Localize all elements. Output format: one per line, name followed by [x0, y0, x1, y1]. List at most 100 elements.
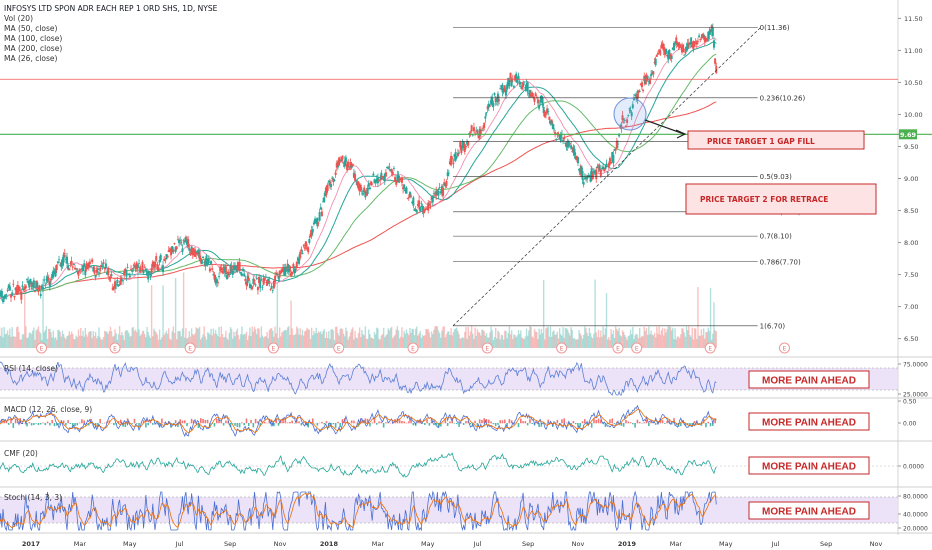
macd-histogram-bar [275, 418, 278, 424]
macd-histogram-bar [510, 420, 513, 424]
macd-histogram-bar [366, 418, 369, 424]
candle-body [440, 185, 443, 194]
candle-body [538, 104, 541, 109]
macd-histogram-bar [634, 423, 636, 428]
volume-bar [74, 339, 76, 348]
volume-bar [580, 335, 583, 348]
volume-bar [313, 330, 315, 348]
volume-bar [433, 329, 435, 348]
candle-body [227, 271, 230, 276]
candle-body [204, 260, 207, 267]
volume-bar [240, 334, 242, 348]
macd-histogram-bar [499, 420, 502, 424]
x-tick-label: Mar [670, 540, 683, 548]
macd-histogram-bar [670, 423, 673, 425]
candle-body [660, 44, 663, 48]
volume-bar [132, 326, 135, 348]
macd-histogram-bar [277, 423, 280, 426]
earnings-marker-label: E [708, 346, 712, 353]
volume-bar [507, 332, 509, 348]
volume-bar [229, 327, 232, 348]
macd-histogram-bar [142, 420, 145, 424]
candle-body [444, 183, 447, 187]
volume-bar [350, 329, 353, 348]
volume-bar [57, 329, 59, 348]
volume-bar [547, 326, 549, 348]
candle-body [383, 173, 386, 182]
candle-body [366, 187, 369, 195]
candle-body [607, 163, 610, 168]
macd-histogram-bar [593, 418, 595, 424]
macd-histogram-bar [124, 423, 127, 428]
volume-bar [358, 327, 361, 348]
fib-level-label: 0.236(10.26) [760, 94, 806, 102]
candle-body [647, 81, 650, 83]
volume-bar [185, 328, 187, 348]
volume-bar [126, 330, 129, 348]
candle-body [372, 173, 375, 176]
volume-bar [533, 329, 536, 348]
earnings-marker [109, 342, 121, 354]
volume-bar [443, 326, 445, 348]
volume-bar [419, 331, 421, 348]
volume-bar [278, 327, 281, 348]
candle-body [555, 138, 558, 140]
volume-bar [100, 339, 103, 348]
volume-bar [368, 329, 370, 348]
candle-body [404, 189, 407, 191]
macd-histogram-bar [300, 423, 303, 426]
macd-histogram-bar [664, 423, 666, 424]
volume-bar [130, 336, 132, 348]
volume-bar [0, 335, 2, 348]
candle-body [650, 74, 653, 77]
macd-histogram-bar [337, 421, 339, 424]
earnings-marker-label: E [635, 346, 639, 353]
macd-histogram-bar [540, 423, 543, 427]
volume-bar [405, 329, 408, 348]
volume-bar [292, 335, 295, 348]
candle-body [254, 284, 257, 286]
volume-bar [66, 336, 68, 348]
candle-body [445, 181, 448, 186]
volume-bar [172, 326, 175, 348]
highlight-circle [613, 97, 647, 131]
volume-bar [177, 331, 179, 348]
candle-body [180, 242, 183, 244]
volume-bar [460, 338, 463, 348]
volume-bar [328, 331, 330, 348]
candle-body [403, 184, 406, 189]
candle-body [707, 31, 710, 40]
volume-bar [341, 329, 344, 348]
volume-bar [561, 335, 563, 348]
candle-body [188, 248, 191, 251]
macd-histogram-bar [321, 421, 323, 424]
candle-body [147, 273, 150, 280]
volume-bar [619, 335, 621, 348]
macd-histogram-bar [99, 418, 101, 424]
volume-bar [701, 335, 704, 348]
candle-body [230, 265, 233, 274]
volume-bar [88, 332, 90, 348]
macd-histogram-bar [485, 419, 488, 424]
candle-body [540, 96, 543, 103]
candle-body [248, 283, 251, 289]
volume-bar [594, 279, 596, 348]
candle-body [554, 132, 557, 135]
volume-bar [630, 334, 633, 348]
candle-body [347, 161, 350, 168]
candle-body [330, 184, 333, 187]
candle-body [267, 278, 270, 284]
candle-body [502, 90, 505, 93]
candle-body [454, 152, 457, 161]
volume-bar [494, 327, 497, 348]
volume-bar [549, 326, 552, 348]
candle-body [328, 181, 331, 186]
volume-bar [446, 331, 449, 348]
candle-body [437, 190, 440, 196]
macd-histogram-bar [478, 419, 481, 424]
volume-bar [18, 332, 20, 348]
candle-body [499, 88, 502, 90]
volume-bar [417, 335, 419, 348]
volume-bar [188, 331, 191, 348]
